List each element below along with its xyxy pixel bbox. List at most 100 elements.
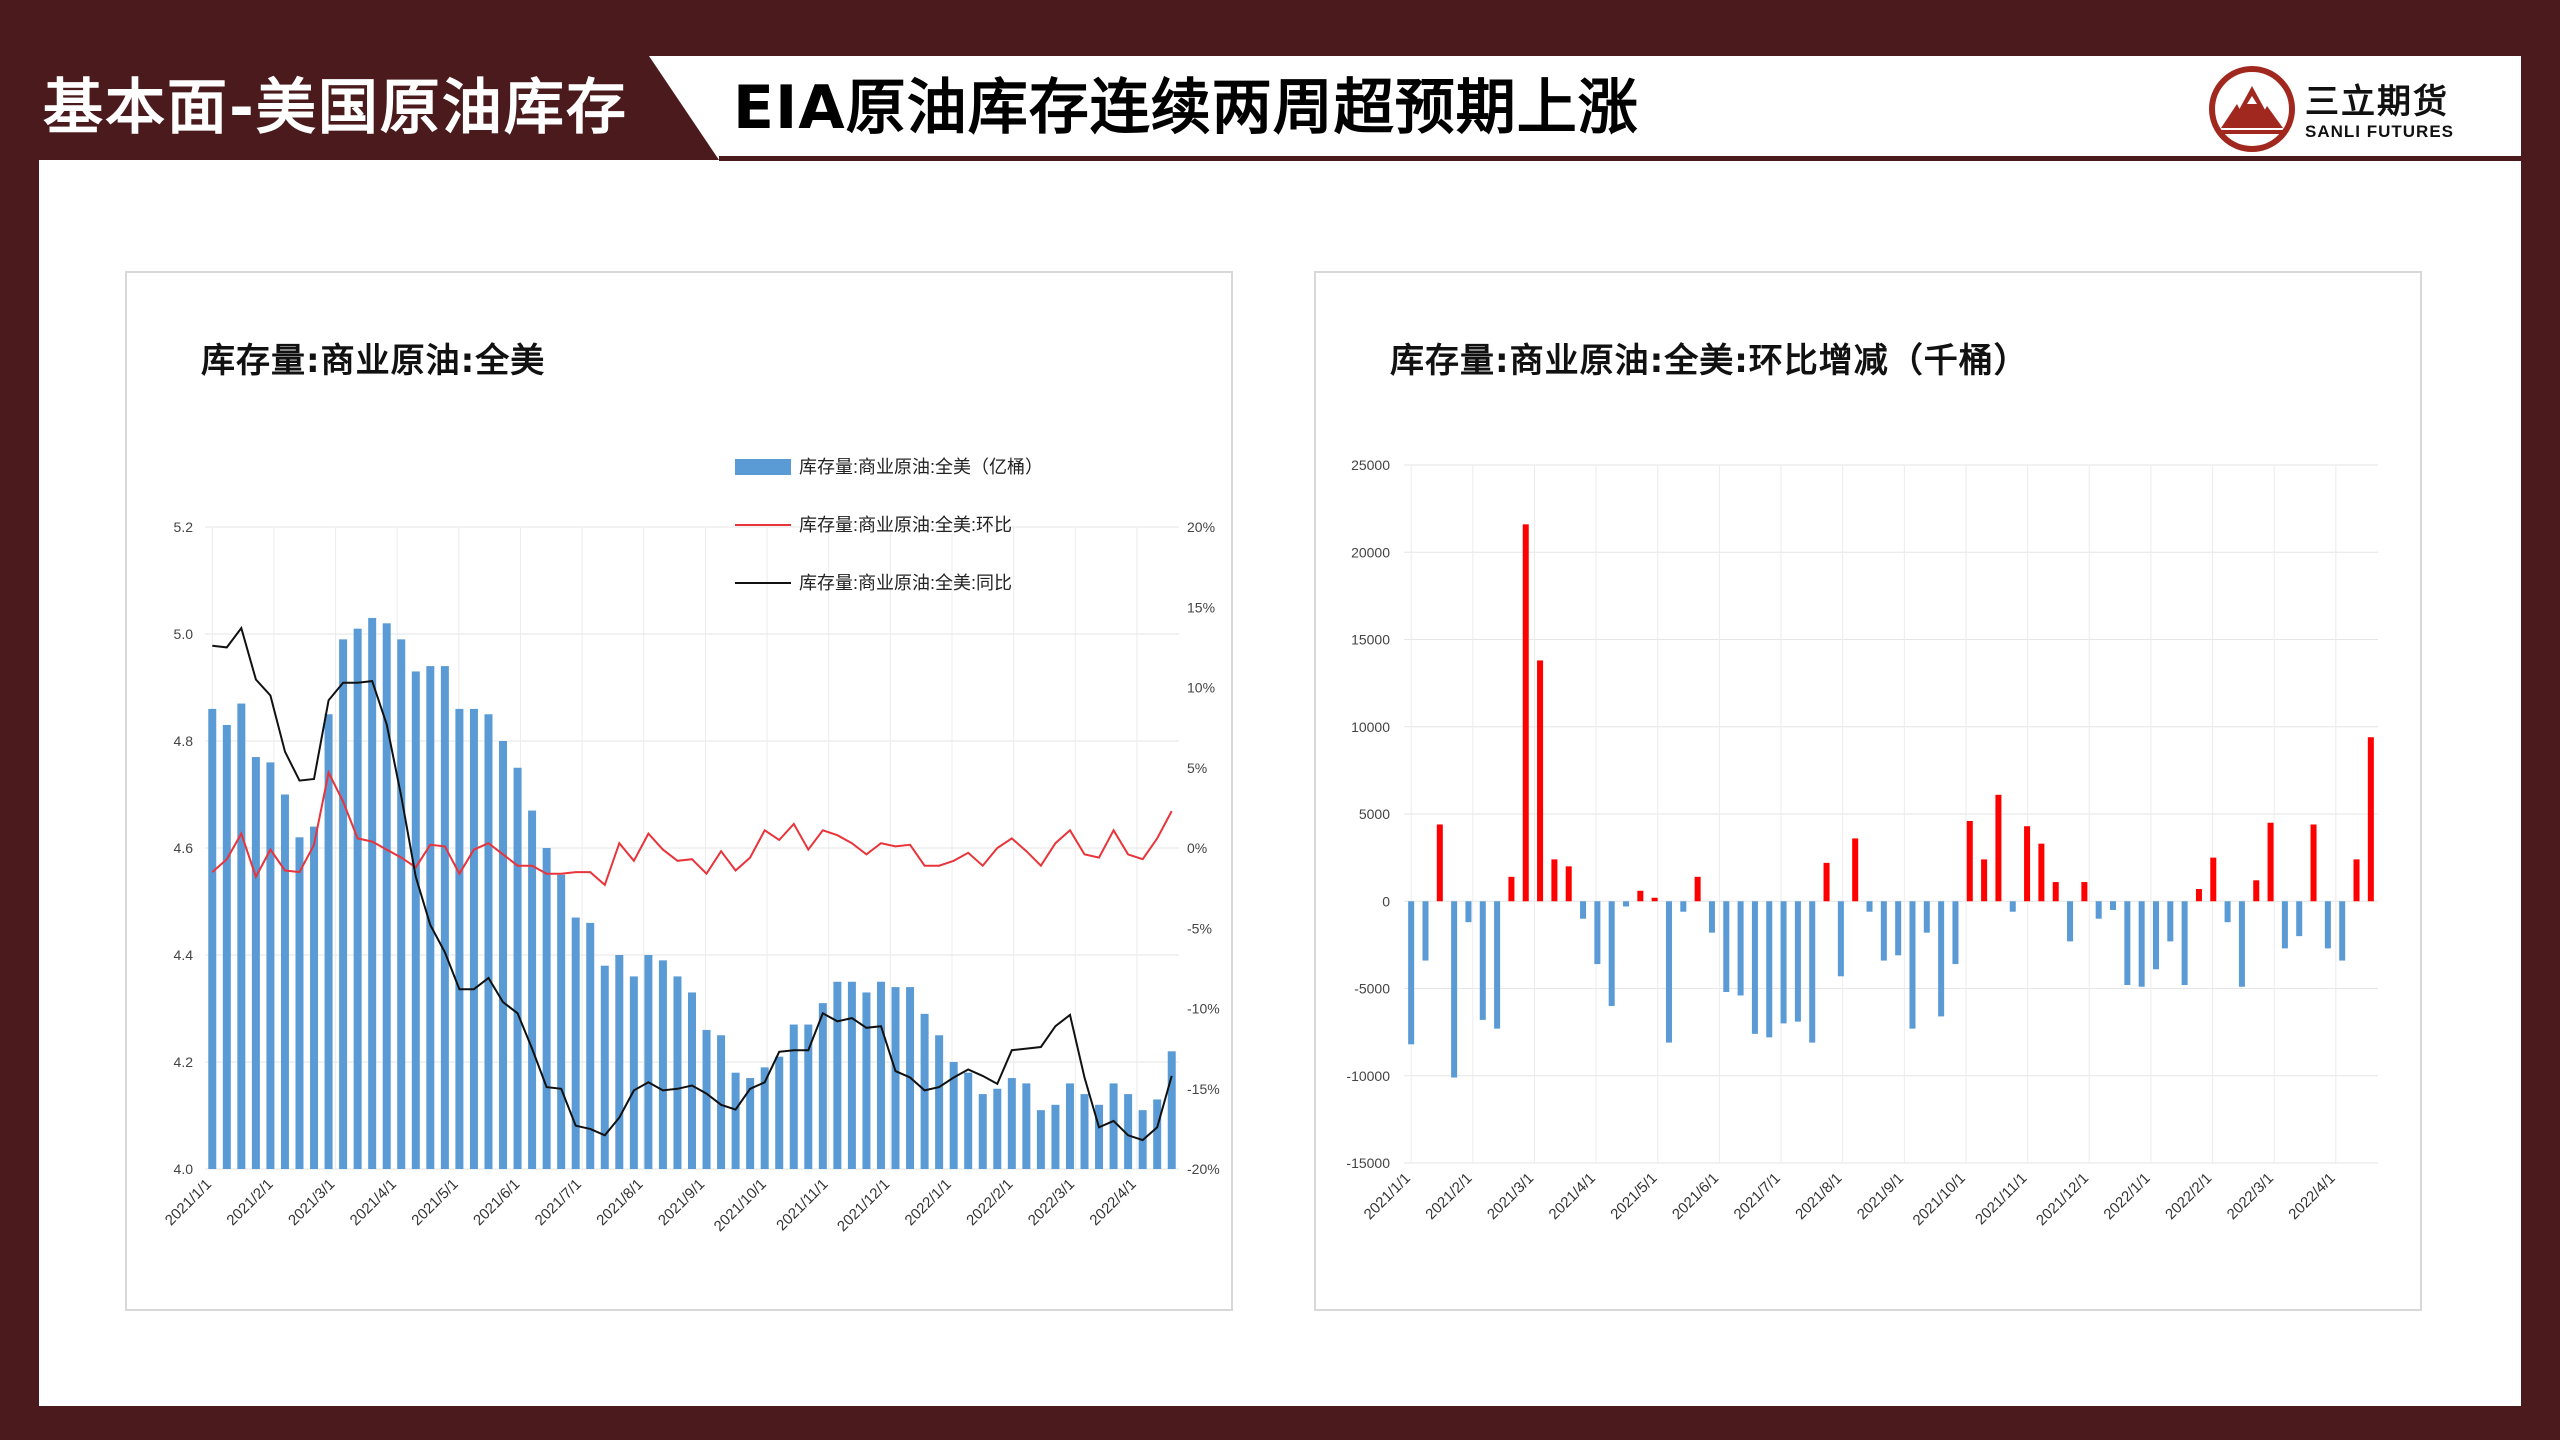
y-tick-label: 0 [1382, 893, 1390, 909]
company-logo: 三立期货 SANLI FUTURES [2207, 64, 2507, 154]
weekly-change-bar [2367, 737, 2374, 902]
inventory-bar [295, 837, 304, 1169]
weekly-change-bar [1966, 820, 1973, 902]
legend-label: 库存量:商业原油:全美:同比 [799, 573, 1012, 593]
y-tick-label-right: -5% [1187, 920, 1212, 936]
inventory-bar [891, 987, 900, 1169]
weekly-change-bar [2224, 901, 2231, 923]
inventory-bar [1051, 1104, 1060, 1169]
inventory-bar [673, 976, 682, 1169]
weekly-change-bar [1680, 901, 1687, 912]
weekly-change-bar [2024, 826, 2031, 902]
inventory-bar [629, 976, 638, 1169]
inventory-bar [833, 981, 842, 1169]
weekly-change-bar [1580, 901, 1587, 919]
y-tick-label-right: -15% [1187, 1081, 1220, 1097]
inventory-bar [702, 1029, 711, 1169]
x-tick-label: 2021/2/1 [1422, 1170, 1475, 1223]
weekly-change-bar [2167, 901, 2174, 942]
inventory-bar [469, 708, 478, 1169]
y-tick-label-right: 0% [1187, 840, 1207, 856]
weekly-change-bar [1723, 901, 1730, 992]
inventory-bar [1022, 1083, 1031, 1169]
weekly-change-bar [1651, 897, 1658, 902]
weekly-change-bar [1923, 901, 1930, 933]
weekly-change-bar [1494, 901, 1501, 1029]
weekly-change-bar [1551, 859, 1558, 902]
mountain-logo-icon [2209, 66, 2295, 152]
x-tick-label: 2021/2/1 [223, 1176, 276, 1229]
x-tick-label: 2022/2/1 [963, 1176, 1016, 1229]
x-tick-label: 2021/8/1 [1792, 1170, 1845, 1223]
weekly-change-bar [2038, 843, 2045, 902]
x-tick-label: 2021/7/1 [1731, 1170, 1784, 1223]
inventory-bar [426, 666, 435, 1169]
weekly-change-bar [2339, 901, 2346, 961]
x-tick-label: 2021/5/1 [1607, 1170, 1660, 1223]
legend-label: 库存量:商业原油:全美（亿桶） [799, 457, 1043, 477]
x-tick-label: 2021/9/1 [1854, 1170, 1907, 1223]
inventory-bar [310, 826, 319, 1169]
inventory-bar [847, 981, 856, 1169]
weekly-change-bar [2210, 857, 2217, 902]
x-tick-label: 2021/7/1 [532, 1176, 585, 1229]
weekly-change-bar [2052, 882, 2059, 902]
x-tick-label: 2022/2/1 [2162, 1170, 2215, 1223]
inventory-bar [222, 724, 231, 1169]
x-tick-label: 2022/3/1 [2224, 1170, 2277, 1223]
weekly-change-bar [2181, 901, 2188, 986]
y-tick-label-right: -20% [1187, 1161, 1220, 1177]
weekly-change-bar [1866, 901, 1873, 912]
inventory-bar [964, 1072, 973, 1169]
inventory-bar [1109, 1083, 1118, 1169]
inventory-bar [876, 981, 885, 1169]
y-tick-label: 5000 [1359, 806, 1390, 822]
y-tick-label-left: 4.2 [174, 1054, 194, 1070]
inventory-bar [368, 617, 377, 1169]
y-tick-label: -5000 [1354, 981, 1390, 997]
x-tick-label: 2021/1/1 [1361, 1170, 1414, 1223]
x-tick-label: 2021/6/1 [470, 1176, 523, 1229]
weekly-change-bar [2324, 901, 2331, 949]
inventory-bar [542, 848, 551, 1169]
inventory-bar [688, 992, 696, 1169]
x-tick-label: 2021/3/1 [1484, 1170, 1537, 1223]
inventory-bar [978, 1094, 987, 1169]
mom-ratio-line [211, 769, 1173, 887]
weekly-change-bar [2110, 901, 2117, 910]
weekly-change-bar [2353, 859, 2360, 902]
inventory-bar [208, 708, 217, 1169]
inventory-bar [455, 708, 464, 1169]
y-tick-label-right: 20% [1187, 519, 1215, 535]
weekly-change-bar [2152, 901, 2159, 970]
weekly-change-bar [1623, 901, 1630, 907]
chart-panel-weekly-change: 库存量:商业原油:全美:环比增减（千桶） 25000 20000 15000 1000… [1314, 271, 2422, 1311]
legend-swatch-bar [735, 459, 791, 475]
weekly-change-bar [2067, 901, 2074, 942]
weekly-change-bar [1708, 901, 1715, 933]
inventory-bar [600, 965, 609, 1169]
weekly-change-bar [1508, 876, 1515, 902]
inventory-bar [775, 1056, 784, 1169]
weekly-change-bar [1780, 901, 1787, 1024]
inventory-bar [237, 703, 246, 1169]
weekly-change-bar [1938, 901, 1945, 1017]
weekly-change-bar [1694, 876, 1701, 902]
weekly-change-bar [2095, 901, 2102, 919]
inventory-bar [935, 1035, 944, 1169]
y-tick-label-right: 10% [1187, 680, 1215, 696]
yoy-ratio-line [212, 625, 1173, 1142]
chart-title: 库存量:商业原油:全美:环比增减（千桶） [1390, 341, 2029, 381]
weekly-change-bar [1909, 901, 1916, 1029]
inventory-bar [266, 762, 275, 1169]
y-tick-label-left: 4.8 [174, 733, 194, 749]
y-tick-label: 25000 [1351, 457, 1390, 473]
inventory-bar [1153, 1099, 1162, 1169]
weekly-change-bar [1451, 901, 1458, 1078]
x-tick-label: 2021/1/1 [162, 1176, 215, 1229]
inventory-bar [339, 639, 348, 1169]
weekly-change-bar [1751, 901, 1758, 1034]
x-tick-label: 2021/4/1 [1546, 1170, 1599, 1223]
weekly-change-bar [1737, 901, 1744, 996]
x-tick-label: 2021/12/1 [834, 1176, 893, 1235]
